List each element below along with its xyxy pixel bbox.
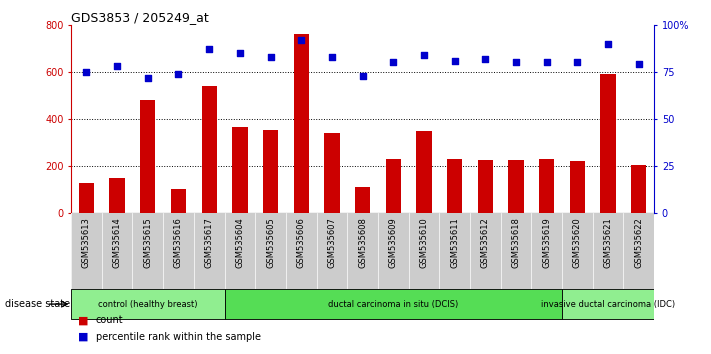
Text: GSM535621: GSM535621 <box>604 217 613 268</box>
Bar <box>71 289 225 319</box>
Text: GDS3853 / 205249_at: GDS3853 / 205249_at <box>71 11 209 24</box>
Text: GSM535617: GSM535617 <box>205 217 214 268</box>
Text: GSM535612: GSM535612 <box>481 217 490 268</box>
Point <box>418 52 429 58</box>
Point <box>633 62 644 67</box>
Bar <box>171 189 186 213</box>
Text: GSM535615: GSM535615 <box>144 217 152 268</box>
Text: GSM535610: GSM535610 <box>419 217 429 268</box>
Text: ■: ■ <box>78 315 89 325</box>
Text: GSM535609: GSM535609 <box>389 217 397 268</box>
Text: GSM535605: GSM535605 <box>266 217 275 268</box>
Point <box>480 56 491 62</box>
Point <box>387 59 399 65</box>
Bar <box>508 160 524 213</box>
Point <box>173 71 184 76</box>
Text: GSM535607: GSM535607 <box>328 217 336 268</box>
Bar <box>225 289 562 319</box>
Bar <box>324 133 340 213</box>
Bar <box>79 183 94 213</box>
Bar <box>232 127 247 213</box>
Bar <box>562 289 654 319</box>
Text: disease state: disease state <box>6 299 70 309</box>
Point <box>203 46 215 52</box>
Text: GSM535608: GSM535608 <box>358 217 367 268</box>
Bar <box>140 100 156 213</box>
Point <box>326 54 338 60</box>
Point <box>234 50 245 56</box>
Text: GSM535619: GSM535619 <box>542 217 551 268</box>
Text: invasive ductal carcinoma (IDC): invasive ductal carcinoma (IDC) <box>541 299 675 309</box>
Bar <box>478 160 493 213</box>
Bar <box>539 159 555 213</box>
Point <box>602 41 614 46</box>
Point <box>357 73 368 79</box>
Point <box>572 59 583 65</box>
Point <box>265 54 277 60</box>
Point <box>541 59 552 65</box>
Text: GSM535606: GSM535606 <box>296 217 306 268</box>
Text: GSM535611: GSM535611 <box>450 217 459 268</box>
Bar <box>355 187 370 213</box>
Point <box>296 37 307 43</box>
Text: GSM535622: GSM535622 <box>634 217 643 268</box>
Text: GSM535616: GSM535616 <box>174 217 183 268</box>
Text: ductal carcinoma in situ (DCIS): ductal carcinoma in situ (DCIS) <box>328 299 459 309</box>
Text: GSM535604: GSM535604 <box>235 217 245 268</box>
Text: GSM535614: GSM535614 <box>112 217 122 268</box>
Point <box>449 58 460 63</box>
Text: count: count <box>96 315 124 325</box>
Bar <box>631 165 646 213</box>
Bar <box>385 159 401 213</box>
Point <box>142 75 154 80</box>
Text: ■: ■ <box>78 332 89 342</box>
Bar <box>294 34 309 213</box>
Bar <box>447 159 462 213</box>
Bar <box>263 130 278 213</box>
Text: GSM535620: GSM535620 <box>573 217 582 268</box>
Text: control (healthy breast): control (healthy breast) <box>98 299 198 309</box>
Bar <box>417 131 432 213</box>
Bar <box>600 74 616 213</box>
Text: percentile rank within the sample: percentile rank within the sample <box>96 332 261 342</box>
Bar <box>201 86 217 213</box>
Point <box>510 59 522 65</box>
Text: GSM535618: GSM535618 <box>511 217 520 268</box>
Bar <box>570 161 585 213</box>
Text: GSM535613: GSM535613 <box>82 217 91 268</box>
Bar <box>109 178 125 213</box>
Point <box>112 63 123 69</box>
Point <box>81 69 92 75</box>
